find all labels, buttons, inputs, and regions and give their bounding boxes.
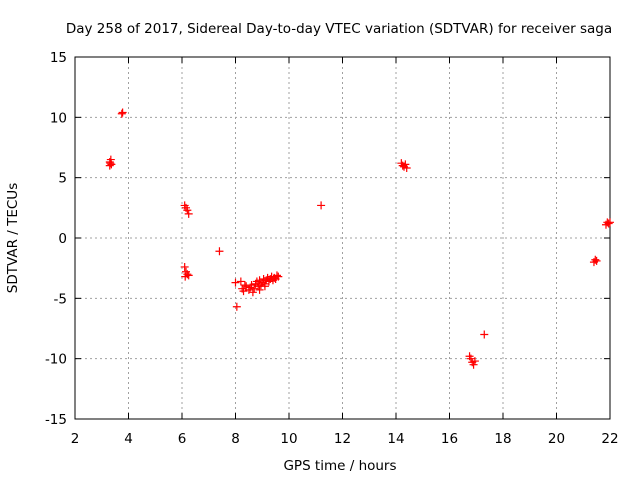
plus-marker-icon <box>231 278 240 287</box>
plus-marker-icon <box>239 287 248 296</box>
y-tick-label: 10 <box>50 110 67 126</box>
plus-marker-icon <box>118 108 127 117</box>
plus-marker-icon <box>255 285 264 294</box>
plus-marker-icon <box>232 302 241 311</box>
data-point-marker <box>184 209 193 218</box>
data-point-marker <box>401 160 410 169</box>
data-point-marker <box>604 219 613 228</box>
x-tick-label: 8 <box>231 431 240 447</box>
plus-marker-icon <box>470 357 479 366</box>
plus-marker-icon <box>184 209 193 218</box>
plus-marker-icon <box>466 354 475 363</box>
data-point-marker <box>248 288 257 297</box>
data-point-marker <box>469 360 478 369</box>
data-point-marker <box>117 109 126 118</box>
x-tick-label: 20 <box>548 431 565 447</box>
x-tick-label: 10 <box>280 431 297 447</box>
x-tick-label: 22 <box>601 431 618 447</box>
x-tick-label: 6 <box>178 431 187 447</box>
plus-marker-icon <box>183 206 192 215</box>
plus-marker-icon <box>592 256 601 265</box>
data-point-marker <box>232 302 241 311</box>
plus-marker-icon <box>401 160 410 169</box>
plus-marker-icon <box>591 255 600 264</box>
data-point-marker <box>240 281 249 290</box>
grid-lines <box>75 57 610 419</box>
data-point-marker <box>181 272 190 281</box>
plus-marker-icon <box>274 272 283 281</box>
plus-marker-icon <box>606 218 614 227</box>
y-tick-label: -5 <box>54 291 67 307</box>
x-axis-label: GPS time / hours <box>283 458 396 474</box>
data-point-marker <box>180 262 189 271</box>
plus-marker-icon <box>117 109 126 118</box>
chart-title: Day 258 of 2017, Sidereal Day-to-day VTE… <box>66 21 612 37</box>
x-tick-label: 12 <box>334 431 351 447</box>
data-point-marker <box>317 201 326 210</box>
data-point-marker <box>255 285 264 294</box>
plus-marker-icon <box>184 271 193 280</box>
y-tick-label: 15 <box>50 50 67 66</box>
plus-marker-icon <box>604 219 613 228</box>
plus-marker-icon <box>469 360 478 369</box>
data-point-marker <box>272 271 281 280</box>
data-point-marker <box>105 157 114 166</box>
x-tick-label: 4 <box>124 431 133 447</box>
plus-marker-icon <box>250 284 259 293</box>
plus-marker-icon <box>181 272 190 281</box>
data-point-marker <box>215 247 224 256</box>
plus-marker-icon <box>317 201 326 210</box>
y-tick-label: -15 <box>45 412 67 428</box>
plus-marker-icon <box>180 262 189 271</box>
data-point-marker <box>402 164 411 173</box>
data-point-marker <box>231 278 240 287</box>
axis-ticks: 2 4 6 8 10 12 14 16 18 20 22 -15 -10 -5 0 5 10 15 <box>45 50 619 447</box>
data-point-marker <box>466 354 475 363</box>
y-axis-label: SDTVAR / TECUs <box>5 183 21 293</box>
plus-marker-icon <box>248 288 257 297</box>
data-point-marker <box>606 218 614 227</box>
data-point-marker <box>250 284 259 293</box>
plus-marker-icon <box>236 277 245 286</box>
plus-marker-icon <box>260 282 269 291</box>
data-point-marker <box>480 330 489 339</box>
x-tick-label: 2 <box>71 431 80 447</box>
plus-marker-icon <box>402 164 411 173</box>
y-tick-label: 5 <box>58 171 67 187</box>
plus-marker-icon <box>105 157 114 166</box>
data-point-marker <box>591 255 600 264</box>
x-tick-label: 16 <box>441 431 458 447</box>
data-point-marker <box>236 277 245 286</box>
data-point-marker <box>260 282 269 291</box>
data-point-marker <box>183 206 192 215</box>
plus-marker-icon <box>215 247 224 256</box>
x-tick-label: 14 <box>387 431 404 447</box>
data-point-marker <box>470 357 479 366</box>
data-point-marker <box>239 287 248 296</box>
y-tick-label: -10 <box>45 352 67 368</box>
plus-marker-icon <box>272 271 281 280</box>
plus-marker-icon <box>240 281 249 290</box>
data-points <box>105 108 614 369</box>
x-tick-label: 18 <box>494 431 511 447</box>
y-tick-label: 0 <box>58 231 67 247</box>
plus-marker-icon <box>480 330 489 339</box>
data-point-marker <box>592 256 601 265</box>
data-point-marker <box>274 272 283 281</box>
data-point-marker <box>118 108 127 117</box>
data-point-marker <box>184 271 193 280</box>
